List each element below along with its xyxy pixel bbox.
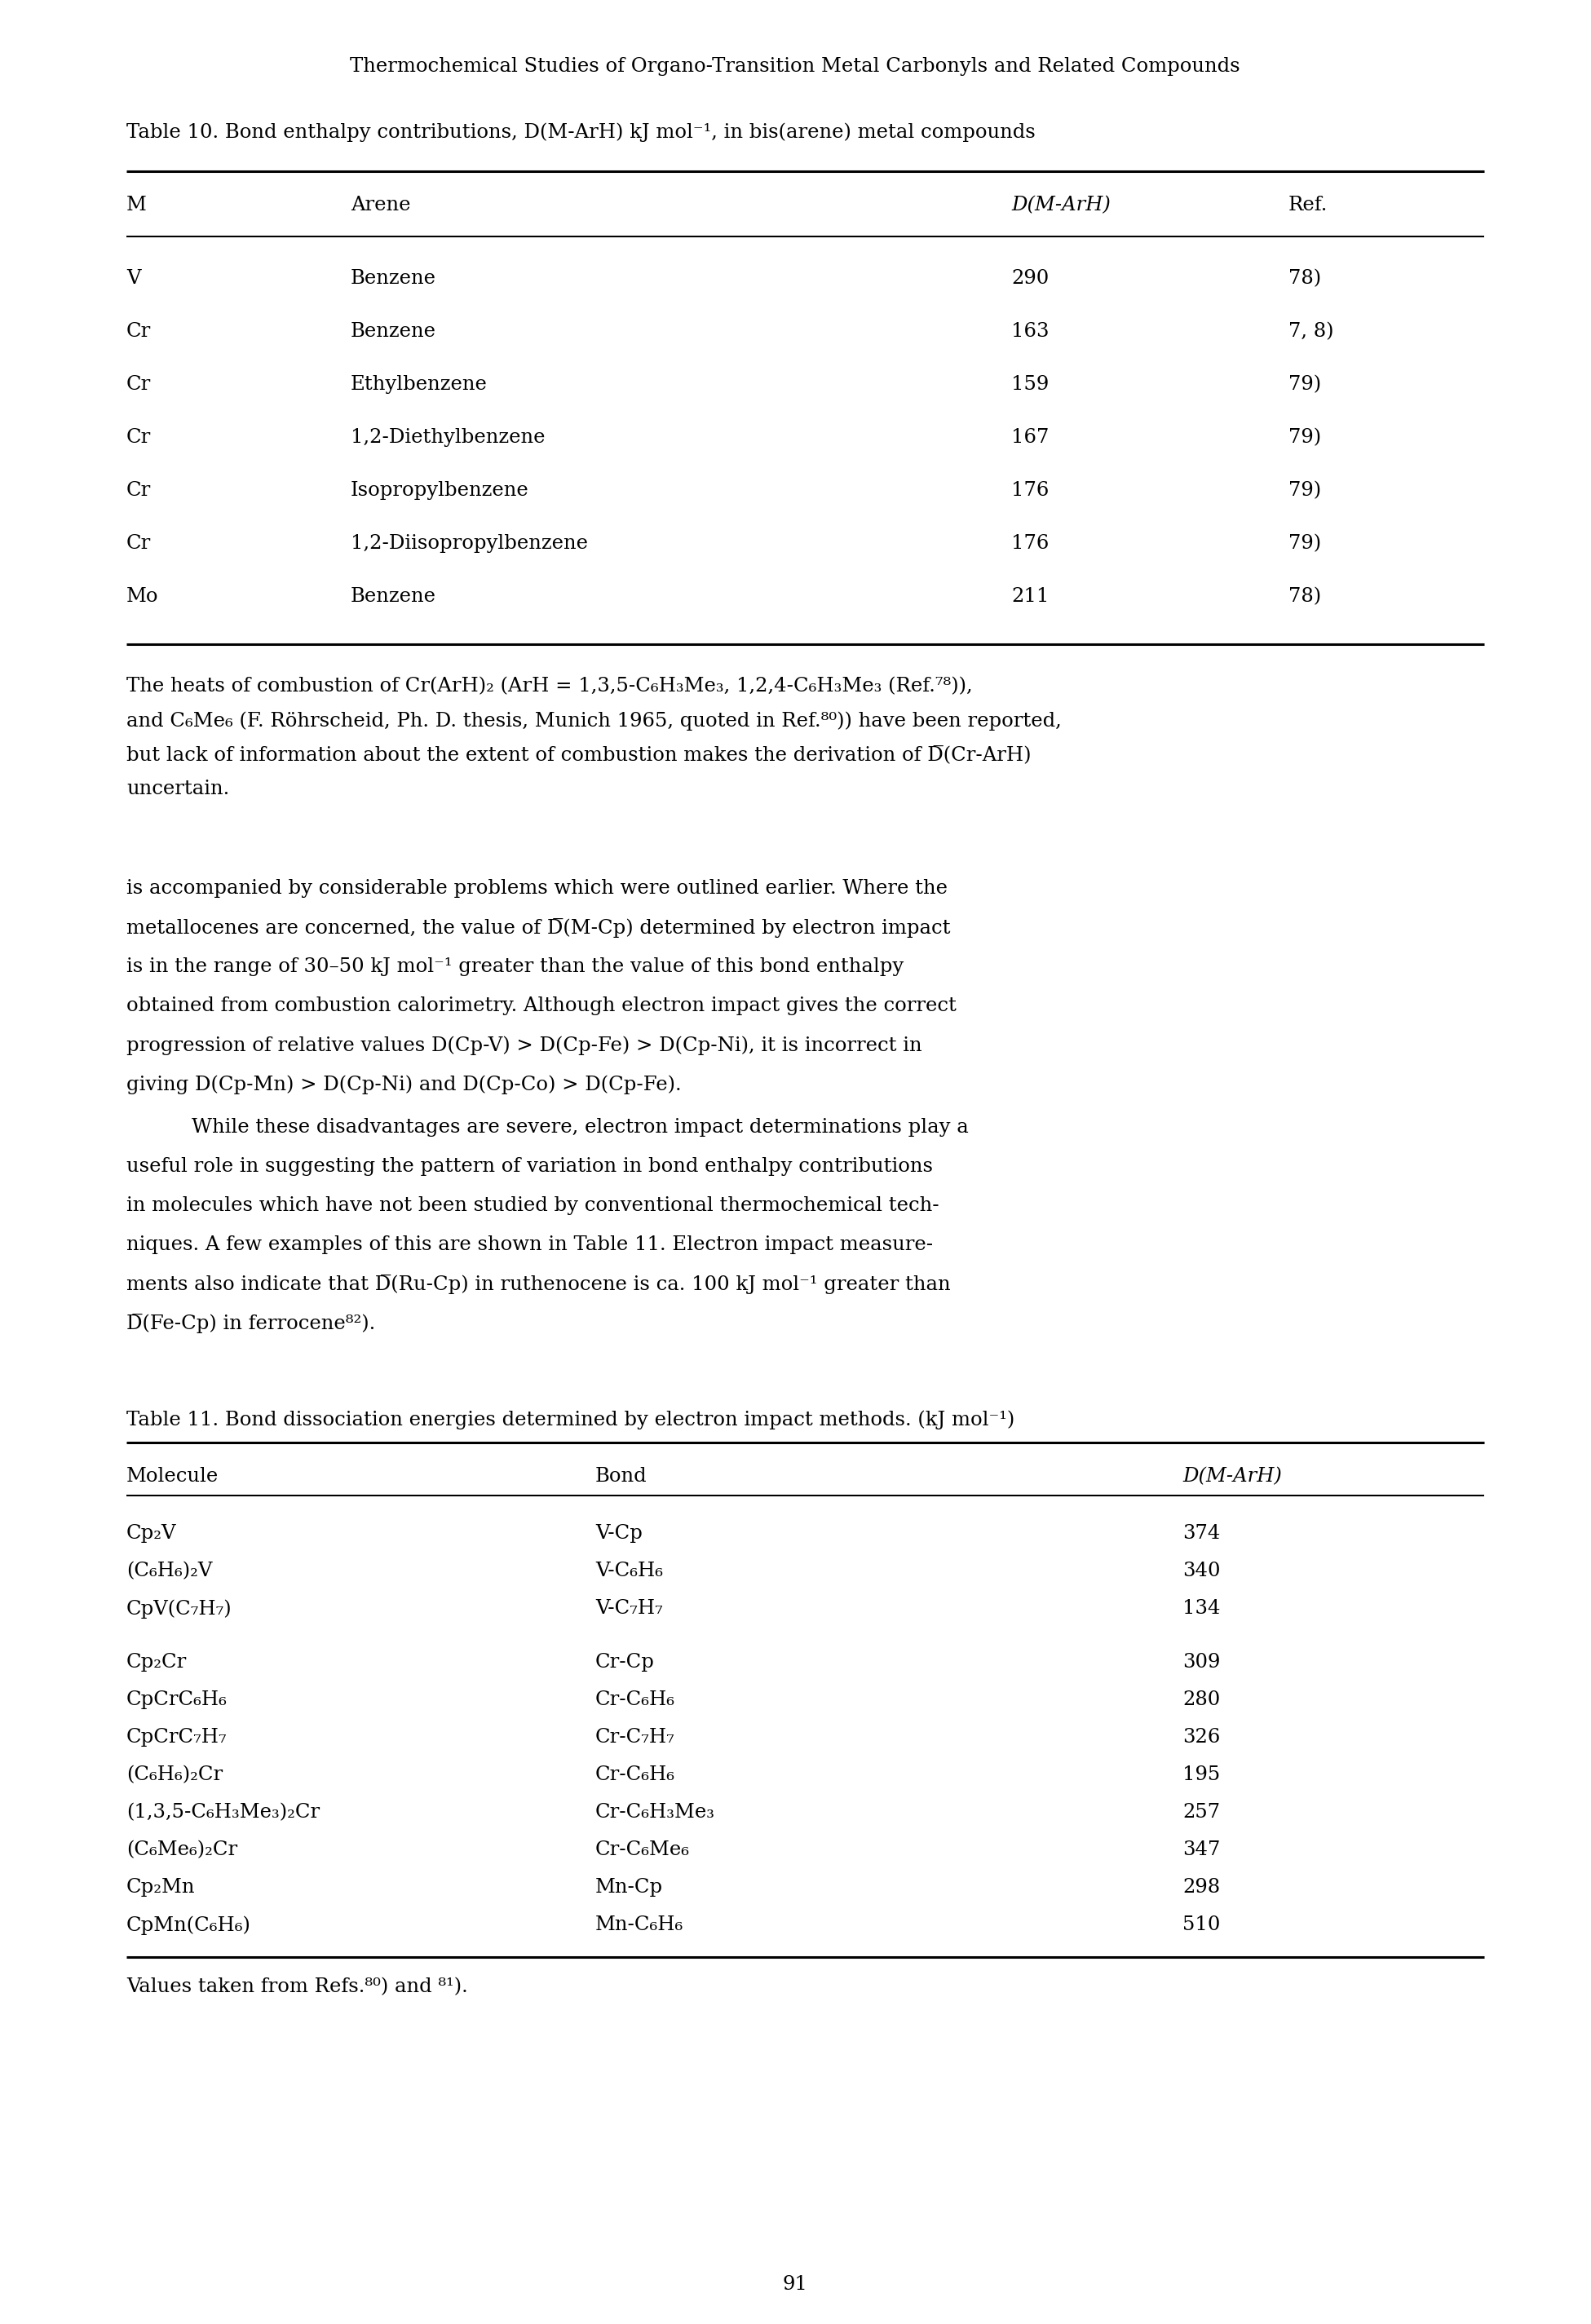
Text: 176: 176 [1012, 481, 1048, 500]
Text: Arene: Arene [350, 195, 410, 214]
Text: Cr-C₆H₆: Cr-C₆H₆ [595, 1766, 675, 1785]
Text: 309: 309 [1182, 1652, 1220, 1671]
Text: D̅(Fe-Cp) in ferrocene⁸²).: D̅(Fe-Cp) in ferrocene⁸²). [126, 1313, 375, 1334]
Text: 79): 79) [1289, 481, 1321, 500]
Text: CpV(C₇H₇): CpV(C₇H₇) [126, 1599, 232, 1618]
Text: 176: 176 [1012, 535, 1048, 553]
Text: Mn-Cp: Mn-Cp [595, 1878, 663, 1896]
Text: 290: 290 [1012, 270, 1048, 288]
Text: progression of relative values D(Cp-V) > D(Cp-Fe) > D(Cp-Ni), it is incorrect in: progression of relative values D(Cp-V) >… [126, 1037, 923, 1055]
Text: Molecule: Molecule [126, 1466, 218, 1485]
Text: giving D(Cp-Mn) > D(Cp-Ni) and D(Cp-Co) > D(Cp-Fe).: giving D(Cp-Mn) > D(Cp-Ni) and D(Cp-Co) … [126, 1074, 681, 1095]
Text: The heats of combustion of Cr(ArH)₂ (ArH = 1,3,5-C₆H₃Me₃, 1,2,4-C₆H₃Me₃ (Ref.⁷⁸): The heats of combustion of Cr(ArH)₂ (ArH… [126, 676, 972, 695]
Text: Cr: Cr [126, 535, 151, 553]
Text: but lack of information about the extent of combustion makes the derivation of D: but lack of information about the extent… [126, 746, 1031, 765]
Text: D(M-ArH): D(M-ArH) [1012, 195, 1111, 214]
Text: M: M [126, 195, 146, 214]
Text: CpCrC₆H₆: CpCrC₆H₆ [126, 1690, 228, 1708]
Text: Benzene: Benzene [350, 270, 436, 288]
Text: Cr: Cr [126, 428, 151, 446]
Text: Cr: Cr [126, 374, 151, 393]
Text: in molecules which have not been studied by conventional thermochemical tech-: in molecules which have not been studied… [126, 1197, 939, 1215]
Text: 298: 298 [1182, 1878, 1220, 1896]
Text: Cp₂Mn: Cp₂Mn [126, 1878, 196, 1896]
Text: 134: 134 [1182, 1599, 1220, 1618]
Text: 79): 79) [1289, 374, 1321, 393]
Text: Isopropylbenzene: Isopropylbenzene [350, 481, 530, 500]
Text: D(M-ArH): D(M-ArH) [1182, 1466, 1282, 1485]
Text: 159: 159 [1012, 374, 1048, 393]
Text: 374: 374 [1182, 1525, 1220, 1543]
Text: Cp₂V: Cp₂V [126, 1525, 177, 1543]
Text: 167: 167 [1012, 428, 1048, 446]
Text: 280: 280 [1182, 1690, 1220, 1708]
Text: 1,2-Diisopropylbenzene: 1,2-Diisopropylbenzene [350, 535, 589, 553]
Text: 91: 91 [783, 2275, 808, 2294]
Text: is in the range of 30–50 kJ mol⁻¹ greater than the value of this bond enthalpy: is in the range of 30–50 kJ mol⁻¹ greate… [126, 957, 904, 976]
Text: 347: 347 [1182, 1841, 1220, 1859]
Text: Mo: Mo [126, 588, 159, 607]
Text: useful role in suggesting the pattern of variation in bond enthalpy contribution: useful role in suggesting the pattern of… [126, 1157, 932, 1176]
Text: Benzene: Benzene [350, 588, 436, 607]
Text: 7, 8): 7, 8) [1289, 323, 1333, 342]
Text: Cr-C₇H₇: Cr-C₇H₇ [595, 1729, 675, 1748]
Text: Cr: Cr [126, 323, 151, 342]
Text: Mn-C₆H₆: Mn-C₆H₆ [595, 1915, 684, 1934]
Text: and C₆Me₆ (F. Röhrscheid, Ph. D. thesis, Munich 1965, quoted in Ref.⁸⁰)) have be: and C₆Me₆ (F. Röhrscheid, Ph. D. thesis,… [126, 711, 1061, 730]
Text: 1,2-Diethylbenzene: 1,2-Diethylbenzene [350, 428, 546, 446]
Text: CpMn(C₆H₆): CpMn(C₆H₆) [126, 1915, 251, 1934]
Text: 79): 79) [1289, 535, 1321, 553]
Text: 257: 257 [1182, 1803, 1220, 1822]
Text: Cr-C₆Me₆: Cr-C₆Me₆ [595, 1841, 690, 1859]
Text: Cr: Cr [126, 481, 151, 500]
Text: V-Cp: V-Cp [595, 1525, 643, 1543]
Text: ments also indicate that D̅(Ru-Cp) in ruthenocene is ca. 100 kJ mol⁻¹ greater th: ments also indicate that D̅(Ru-Cp) in ru… [126, 1274, 950, 1294]
Text: is accompanied by considerable problems which were outlined earlier. Where the: is accompanied by considerable problems … [126, 878, 948, 897]
Text: uncertain.: uncertain. [126, 779, 229, 799]
Text: 78): 78) [1289, 588, 1321, 607]
Text: (1,3,5-C₆H₃Me₃)₂Cr: (1,3,5-C₆H₃Me₃)₂Cr [126, 1803, 320, 1822]
Text: 79): 79) [1289, 428, 1321, 446]
Text: Ref.: Ref. [1289, 195, 1328, 214]
Text: Cp₂Cr: Cp₂Cr [126, 1652, 188, 1671]
Text: niques. A few examples of this are shown in Table 11. Electron impact measure-: niques. A few examples of this are shown… [126, 1236, 932, 1255]
Text: 510: 510 [1182, 1915, 1220, 1934]
Text: Thermochemical Studies of Organo-Transition Metal Carbonyls and Related Compound: Thermochemical Studies of Organo-Transit… [350, 58, 1241, 77]
Text: Benzene: Benzene [350, 323, 436, 342]
Text: (C₆H₆)₂Cr: (C₆H₆)₂Cr [126, 1766, 223, 1785]
Text: Bond: Bond [595, 1466, 648, 1485]
Text: V: V [126, 270, 140, 288]
Text: Table 11. Bond dissociation energies determined by electron impact methods. (kJ : Table 11. Bond dissociation energies det… [126, 1411, 1015, 1429]
Text: (C₆Me₆)₂Cr: (C₆Me₆)₂Cr [126, 1841, 237, 1859]
Text: 163: 163 [1012, 323, 1048, 342]
Text: obtained from combustion calorimetry. Although electron impact gives the correct: obtained from combustion calorimetry. Al… [126, 997, 956, 1016]
Text: 78): 78) [1289, 270, 1321, 288]
Text: Table 10. Bond enthalpy contributions, D(M-ArH) kJ mol⁻¹, in bis(arene) metal co: Table 10. Bond enthalpy contributions, D… [126, 123, 1036, 142]
Text: V-C₆H₆: V-C₆H₆ [595, 1562, 663, 1580]
Text: V-C₇H₇: V-C₇H₇ [595, 1599, 663, 1618]
Text: metallocenes are concerned, the value of D̅(M-Cp) determined by electron impact: metallocenes are concerned, the value of… [126, 918, 950, 939]
Text: While these disadvantages are severe, electron impact determinations play a: While these disadvantages are severe, el… [191, 1118, 969, 1136]
Text: Cr-Cp: Cr-Cp [595, 1652, 655, 1671]
Text: 211: 211 [1012, 588, 1048, 607]
Text: Cr-C₆H₃Me₃: Cr-C₆H₃Me₃ [595, 1803, 716, 1822]
Text: Ethylbenzene: Ethylbenzene [350, 374, 487, 393]
Text: CpCrC₇H₇: CpCrC₇H₇ [126, 1729, 228, 1748]
Text: Values taken from Refs.⁸⁰) and ⁸¹).: Values taken from Refs.⁸⁰) and ⁸¹). [126, 1978, 468, 1996]
Text: Cr-C₆H₆: Cr-C₆H₆ [595, 1690, 675, 1708]
Text: 195: 195 [1182, 1766, 1220, 1785]
Text: 340: 340 [1182, 1562, 1220, 1580]
Text: 326: 326 [1182, 1729, 1220, 1748]
Text: (C₆H₆)₂V: (C₆H₆)₂V [126, 1562, 212, 1580]
